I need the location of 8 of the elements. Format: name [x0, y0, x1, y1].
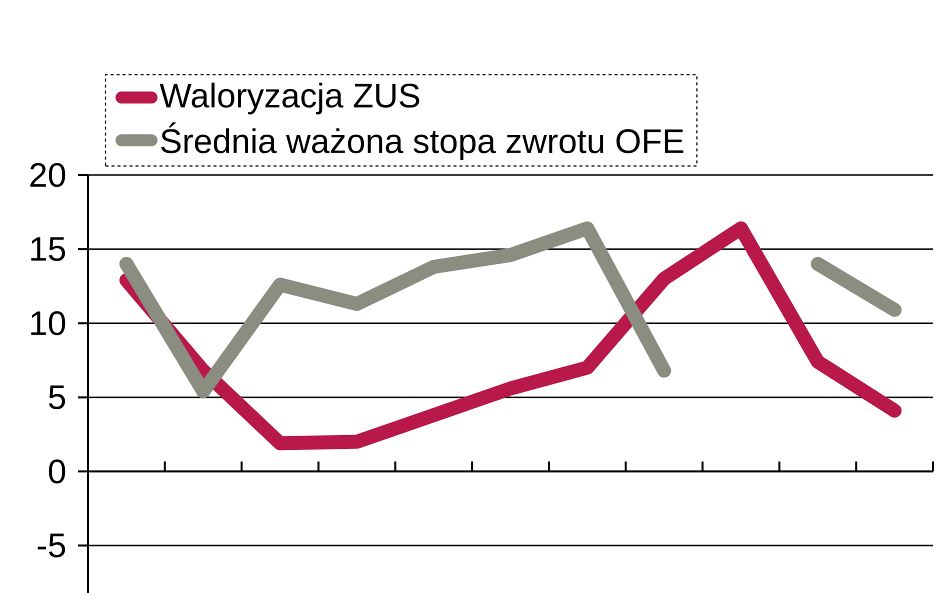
y-tick-label: 10 — [31, 311, 66, 336]
y-tick-label: -5 — [38, 534, 66, 558]
y-tick-label: 5 — [48, 385, 66, 410]
y-tick-label: 0 — [48, 459, 66, 484]
y-tick-label: 15 — [31, 237, 66, 261]
legend-label: Waloryzacja ZUS — [160, 82, 420, 114]
legend-label: Średnia ważona stopa zwrotu OFE — [161, 122, 684, 160]
y-tick-label: 20 — [30, 162, 66, 188]
